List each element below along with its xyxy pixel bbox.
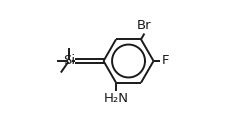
Text: Si: Si bbox=[63, 55, 75, 67]
Text: H₂N: H₂N bbox=[104, 92, 128, 105]
Text: Br: Br bbox=[137, 19, 152, 32]
Text: F: F bbox=[162, 55, 169, 67]
